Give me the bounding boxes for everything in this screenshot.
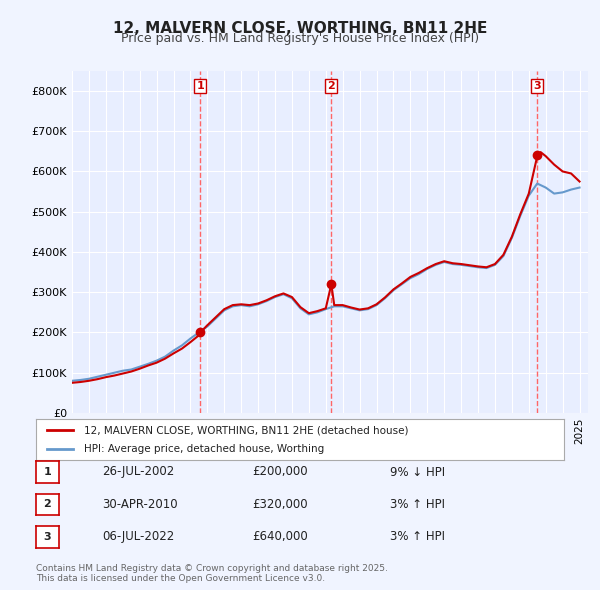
Text: 26-JUL-2002: 26-JUL-2002 xyxy=(102,466,174,478)
Text: 1: 1 xyxy=(44,467,51,477)
Text: 30-APR-2010: 30-APR-2010 xyxy=(102,498,178,511)
Text: Price paid vs. HM Land Registry's House Price Index (HPI): Price paid vs. HM Land Registry's House … xyxy=(121,32,479,45)
Text: £200,000: £200,000 xyxy=(252,466,308,478)
Text: £320,000: £320,000 xyxy=(252,498,308,511)
Text: 3: 3 xyxy=(533,81,541,91)
Text: 06-JUL-2022: 06-JUL-2022 xyxy=(102,530,174,543)
Text: 2: 2 xyxy=(44,500,51,509)
Text: 9% ↓ HPI: 9% ↓ HPI xyxy=(390,466,445,478)
Text: 3% ↑ HPI: 3% ↑ HPI xyxy=(390,530,445,543)
Text: 2: 2 xyxy=(328,81,335,91)
Text: Contains HM Land Registry data © Crown copyright and database right 2025.
This d: Contains HM Land Registry data © Crown c… xyxy=(36,563,388,583)
Text: £640,000: £640,000 xyxy=(252,530,308,543)
Text: HPI: Average price, detached house, Worthing: HPI: Average price, detached house, Wort… xyxy=(83,444,324,454)
Text: 1: 1 xyxy=(196,81,204,91)
Text: 3: 3 xyxy=(44,532,51,542)
Text: 12, MALVERN CLOSE, WORTHING, BN11 2HE (detached house): 12, MALVERN CLOSE, WORTHING, BN11 2HE (d… xyxy=(83,425,408,435)
Text: 3% ↑ HPI: 3% ↑ HPI xyxy=(390,498,445,511)
Text: 12, MALVERN CLOSE, WORTHING, BN11 2HE: 12, MALVERN CLOSE, WORTHING, BN11 2HE xyxy=(113,21,487,35)
